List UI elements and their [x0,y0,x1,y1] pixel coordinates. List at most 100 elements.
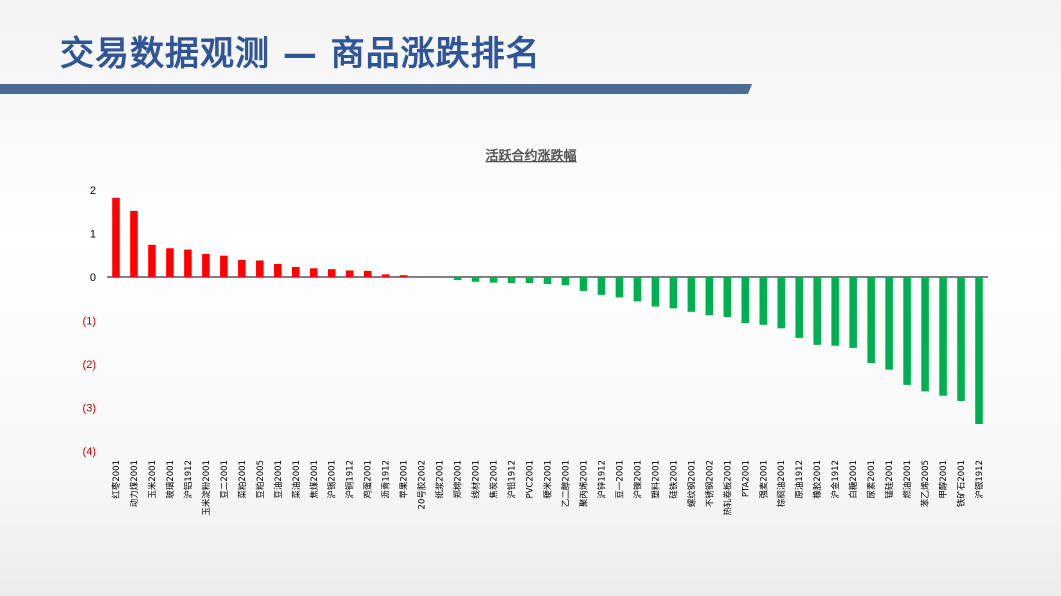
x-tick-label: 锰硅2001 [884,460,895,499]
bar [813,277,821,345]
slide-title: 交易数据观测 — 商品涨跌排名 [60,34,541,74]
x-tick-label: 沪银1912 [974,460,985,499]
x-tick-label: 沪镍2001 [632,460,643,499]
bar [831,277,839,346]
bar [795,277,803,338]
title-rule [0,84,752,94]
x-tick-label: 豆油2001 [273,460,284,499]
x-tick-label: 红枣2001 [111,460,122,499]
bar [166,248,174,277]
bar [777,277,786,329]
bar [148,244,156,277]
y-tick-label: (1) [83,316,96,328]
bar [615,277,624,298]
x-tick-label: 玻璃2001 [165,460,176,499]
x-tick-label: PTA2001 [741,460,751,497]
x-axis-labels: 红枣2001 动力煤2001 玉米2001 玻璃2001 沪铝1912 玉米淀粉2001 豆… [111,460,985,516]
x-tick-label: 强麦2001 [758,460,769,499]
y-axis: 2 1 0 (1) (2) (3) (4) [83,185,96,458]
x-tick-label: 苹果2001 [399,460,410,499]
x-tick-label: 玉米淀粉2001 [201,460,212,516]
bar [651,277,660,307]
x-tick-label: 焦炭2001 [489,460,500,499]
x-tick-label: 棕榈油2001 [776,460,787,507]
x-tick-label: 沪铝1912 [183,460,194,499]
bar [543,277,552,284]
bar [345,270,354,277]
x-tick-label: 豆粕2005 [255,460,266,499]
chart-title: 活跃合约涨跌幅 [485,148,576,164]
bar [867,277,875,364]
bar [597,277,606,295]
bar [130,210,138,277]
bar [238,260,246,277]
y-tick-label: (2) [83,359,96,371]
bar [741,277,750,324]
bar [849,277,857,348]
bar [705,277,714,316]
bar [939,277,947,396]
x-tick-label: 不锈钢2002 [704,460,715,507]
bar [399,275,408,277]
bar [381,274,390,277]
x-tick-label: 鸡蛋2001 [363,460,374,499]
x-tick-label: 橡胶2001 [812,460,823,499]
x-tick-label: 聚丙烯2001 [578,460,589,507]
x-tick-label: 尿素2001 [866,460,877,499]
bar [561,277,570,286]
x-tick-label: 菜粕2001 [237,460,248,499]
bar [921,277,929,392]
bar [471,277,480,282]
x-tick-label: 动力煤2001 [129,460,140,507]
x-tick-label: 沪锡2001 [327,460,338,499]
bar [274,263,282,277]
bar [903,277,911,385]
bar [579,277,588,291]
bar [687,277,696,312]
x-tick-label: 苯乙烯2005 [920,460,931,507]
y-tick-label: 0 [90,272,96,284]
x-tick-label: 乙二醇2001 [560,460,571,507]
y-tick-label: 1 [90,229,96,241]
x-tick-label: 玉米2001 [147,460,158,499]
bar [363,270,372,277]
bar [220,255,228,277]
x-tick-label: 线材2001 [471,460,482,499]
x-tick-label: 豆一2001 [615,460,625,499]
x-tick-label: 焦煤2001 [309,460,320,499]
bar [256,260,264,277]
bar [309,268,318,277]
x-tick-label: 沪铅1912 [507,460,518,499]
x-tick-label: PVC2001 [526,460,536,499]
x-tick-label: 沪锌1912 [596,460,607,499]
x-tick-label: 燃油2001 [902,460,913,499]
x-tick-label: 硅铁2001 [668,460,679,499]
bar [292,267,300,277]
y-tick-label: (3) [83,403,96,415]
x-tick-label: 螺纹钢2001 [686,460,697,507]
bar [112,197,120,277]
x-tick-label: 塑料2001 [650,460,661,499]
bar [453,277,462,281]
y-tick-label: (4) [83,446,96,458]
x-tick-label: 热轧卷板2001 [722,460,733,516]
bar [525,277,534,284]
x-tick-label: 铁矿石2001 [956,460,967,507]
bar [975,277,983,425]
bar [957,277,965,401]
bar [669,277,678,309]
x-tick-label: 粳米2001 [543,460,554,499]
bars [112,197,983,425]
bar [184,249,192,277]
x-tick-label: 20号胶2002 [417,460,428,509]
x-tick-label: 沥青1912 [381,460,392,499]
x-tick-label: 白糖2001 [848,460,859,499]
bar [202,253,210,277]
x-tick-label: 原油1912 [794,460,805,499]
x-tick-label: 甲醇2001 [938,460,949,499]
x-tick-label: 菜油2001 [291,460,302,499]
bar [507,277,516,284]
bar [489,277,498,283]
x-tick-label: 沪金1912 [830,460,841,499]
